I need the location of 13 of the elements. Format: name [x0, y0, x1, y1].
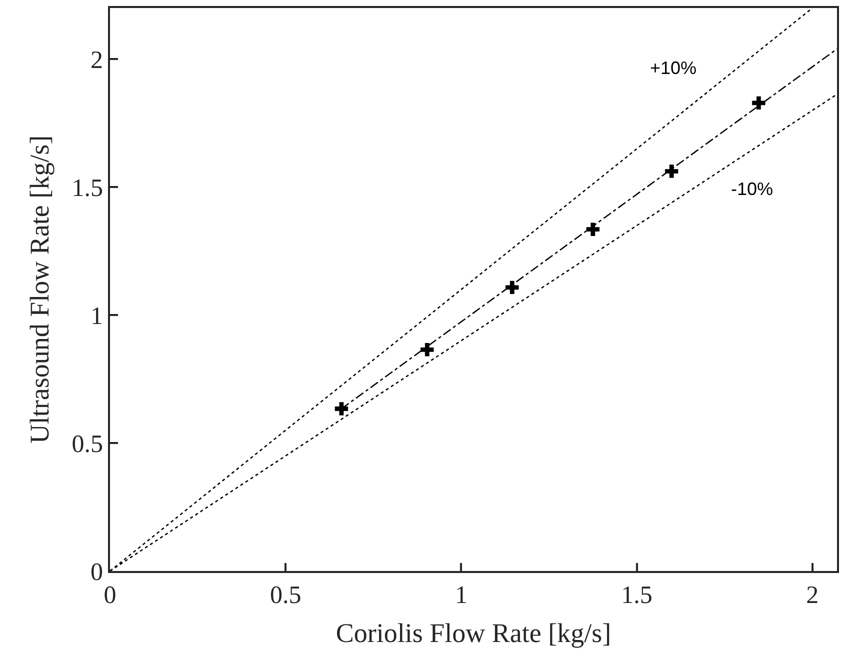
- x-axis-title: Coriolis Flow Rate [kg/s]: [336, 618, 612, 648]
- y-tick-label: 0.5: [72, 430, 103, 458]
- y-tick-label: 1.5: [72, 174, 103, 202]
- annotation: -10%: [731, 179, 774, 199]
- x-tick-label: 2: [806, 582, 819, 609]
- x-tick-label: 1: [454, 582, 468, 609]
- y-tick-label: 2: [90, 46, 103, 74]
- y-tick-label: 1: [90, 302, 103, 330]
- x-tick-label: 1.5: [621, 582, 652, 609]
- x-tick-label: 0.5: [270, 582, 302, 609]
- annotation: +10%: [650, 58, 697, 78]
- y-tick-label: 0: [90, 558, 103, 586]
- y-axis-title: Ultrasound Flow Rate [kg/s]: [24, 135, 54, 444]
